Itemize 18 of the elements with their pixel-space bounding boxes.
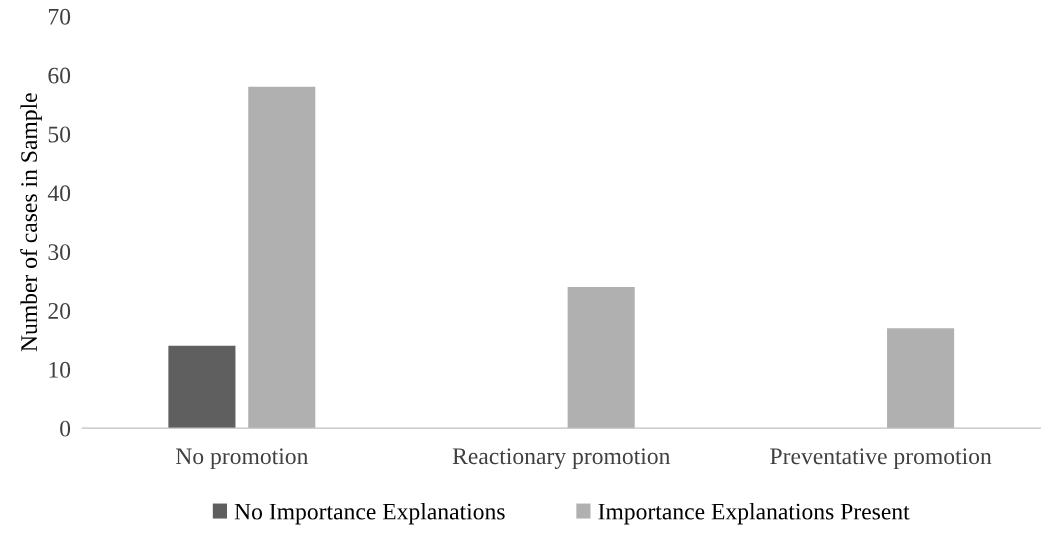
y-tick-label: 50 — [48, 126, 71, 143]
bar — [168, 345, 236, 429]
bar — [248, 86, 316, 429]
y-tick-label: 20 — [48, 302, 71, 319]
x-tick-label: Preventative promotion — [770, 448, 992, 470]
x-tick-label: Reactionary promotion — [452, 448, 671, 470]
bar — [567, 286, 635, 429]
y-tick-label: 30 — [48, 244, 71, 261]
bar — [887, 328, 955, 429]
y-tick-label: 0 — [60, 420, 71, 437]
y-axis-title: Number of cases in Sample — [20, 93, 42, 352]
legend-label: Importance Explanations Present — [598, 502, 910, 525]
y-tick-label: 40 — [47, 185, 71, 202]
y-tick-label: 70 — [48, 8, 71, 25]
y-tick-label: 10 — [49, 361, 71, 378]
legend-label: No Importance Explanations — [234, 502, 505, 525]
y-tick-label: 60 — [48, 67, 71, 84]
x-tick-label: No promotion — [175, 448, 309, 470]
